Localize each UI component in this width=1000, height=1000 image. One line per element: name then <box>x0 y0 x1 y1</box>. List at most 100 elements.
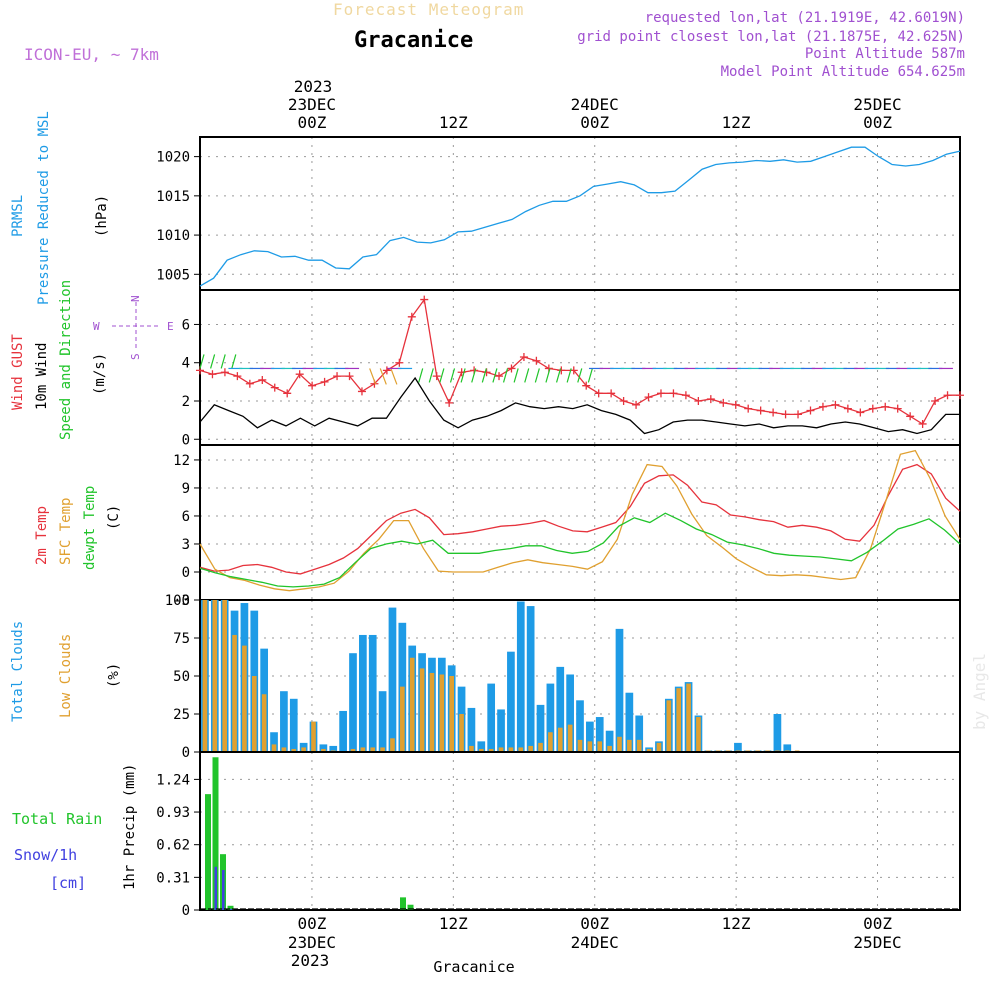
temp2m-line <box>199 463 961 575</box>
compass-e: E <box>167 320 174 333</box>
cloud-low-bar-6 <box>261 694 267 752</box>
cloud-total-bar-33 <box>526 606 535 752</box>
cloud-low-bar-35 <box>548 732 553 752</box>
gust-line-marker-41 <box>706 395 715 404</box>
gust-line-marker-13 <box>357 387 366 396</box>
compass-n: N <box>129 295 142 302</box>
gust-line-marker-18 <box>420 295 429 304</box>
ytick-label-clouds-3: 75 <box>173 631 190 647</box>
top-tick-label-1: 12Z <box>439 113 468 132</box>
gust-line-marker-53 <box>856 408 865 417</box>
rain-bar-0 <box>205 794 211 910</box>
gust-line-marker-45 <box>756 406 765 415</box>
label-total-clouds: Total Clouds <box>10 621 26 722</box>
requested-coords: requested lon,lat (21.1919E, 42.6019N) <box>644 10 965 26</box>
ytick-label-temperature-0: -3 <box>173 593 190 609</box>
cloud-total-bar-28 <box>477 741 486 752</box>
gust-line-marker-57 <box>906 412 915 421</box>
cloud-low-bar-41 <box>607 745 612 752</box>
cloud-low-bar-2 <box>222 600 227 752</box>
gust-line-marker-56 <box>893 404 902 413</box>
gust-line-marker-4 <box>245 379 254 388</box>
cloud-low-bar-8 <box>281 747 287 752</box>
ytick-label-precipitation-0: 0 <box>182 903 190 919</box>
bottom-tick-label-3: 12Z <box>722 914 751 933</box>
ytick-label-wind-1: 2 <box>182 394 190 410</box>
dewpt-line <box>199 512 961 588</box>
cloud-total-bar-34 <box>536 704 545 752</box>
gust-line-marker-55 <box>881 402 890 411</box>
label-dewpt-temp: dewpt Temp <box>82 486 98 570</box>
compass-w: W <box>93 320 100 333</box>
gust-line-marker-52 <box>843 404 852 413</box>
ytick-label-wind-2: 4 <box>182 356 190 372</box>
model-altitude: Model Point Altitude 654.625m <box>720 64 965 80</box>
ytick-label-temperature-1: 0 <box>182 565 190 581</box>
gust-line-marker-3 <box>233 372 242 381</box>
rain-bar-1 <box>212 757 219 910</box>
ytick-label-clouds-1: 25 <box>173 707 190 723</box>
cloud-low-bar-20 <box>400 686 405 752</box>
top-tick-label-3: 12Z <box>722 113 751 132</box>
top-tick-date-2: 24DEC <box>571 95 619 114</box>
wind-arrow-2 <box>220 354 226 369</box>
gust-line-marker-37 <box>656 389 665 398</box>
bottom-tick-label-1: 12Z <box>439 914 468 933</box>
label-precip-mm: 1hr Precip (mm) <box>122 764 138 890</box>
cloud-low-bar-28 <box>478 748 484 752</box>
wind-arrow-26 <box>471 368 477 383</box>
snow-bar-3 <box>229 908 232 910</box>
cloud-low-bar-26 <box>459 714 464 752</box>
cloud-total-bar-58 <box>773 714 782 752</box>
cloud-total-bar-32 <box>516 601 525 752</box>
cloud-total-bar-15 <box>349 653 357 752</box>
gust-line-marker-39 <box>681 391 690 400</box>
cloud-low-bar-49 <box>686 683 691 752</box>
gust-line-marker-31 <box>582 381 591 390</box>
gust-line-marker-15 <box>382 366 391 375</box>
location-title: Gracanice <box>354 28 474 53</box>
ytick-label-clouds-4: 100 <box>165 593 190 609</box>
label-sfc-temp: SFC Temp <box>58 498 74 565</box>
cloud-total-bar-9 <box>289 698 298 752</box>
label-hpa: (hPa) <box>94 195 110 237</box>
cloud-total-bar-38 <box>576 700 584 752</box>
bottom-tick-label-0: 00Z <box>297 914 326 933</box>
gust-line-marker-59 <box>931 396 940 405</box>
cloud-total-bar-35 <box>546 683 555 752</box>
footer-location: Gracanice <box>433 958 514 976</box>
panel-frame-temperature <box>199 444 961 601</box>
cloud-low-bar-34 <box>538 742 543 752</box>
gust-line-marker-25 <box>507 364 516 373</box>
label-ms: (m/s) <box>92 353 108 395</box>
cloud-total-bar-40 <box>595 717 604 752</box>
cloud-total-bar-43 <box>625 692 634 752</box>
cloud-total-bar-30 <box>497 709 505 752</box>
gust-line-marker-10 <box>320 377 329 386</box>
gust-line-marker-50 <box>818 402 827 411</box>
label-total-rain: Total Rain <box>12 810 102 828</box>
compass-s: S <box>129 353 142 360</box>
wind-arrow-25 <box>460 368 466 383</box>
cloud-low-bar-30 <box>498 747 504 752</box>
gust-line-marker-58 <box>918 419 927 428</box>
cloud-low-bar-15 <box>350 748 356 752</box>
pressure-line <box>199 146 961 287</box>
wind-arrow-16 <box>369 368 377 385</box>
cloud-total-bar-54 <box>734 742 742 752</box>
label-wind-gust: Wind GUST <box>10 334 26 410</box>
ytick-label-precipitation-4: 1.24 <box>156 772 190 788</box>
ytick-label-pressure-2: 1015 <box>156 189 190 205</box>
cloud-total-bar-12 <box>319 744 328 752</box>
cloud-low-bar-27 <box>469 745 474 752</box>
cloud-total-bar-29 <box>487 683 496 752</box>
cloud-total-bar-37 <box>566 674 574 752</box>
cloud-low-bar-36 <box>557 727 563 752</box>
wind-line <box>199 376 960 435</box>
gust-line-marker-60 <box>943 391 952 400</box>
gust-line-marker-47 <box>781 410 790 419</box>
label-2m-temp: 2m Temp <box>34 506 50 565</box>
gust-line-marker-6 <box>270 383 279 392</box>
wind-arrow-29 <box>502 368 509 383</box>
cloud-low-bar-4 <box>242 645 247 752</box>
